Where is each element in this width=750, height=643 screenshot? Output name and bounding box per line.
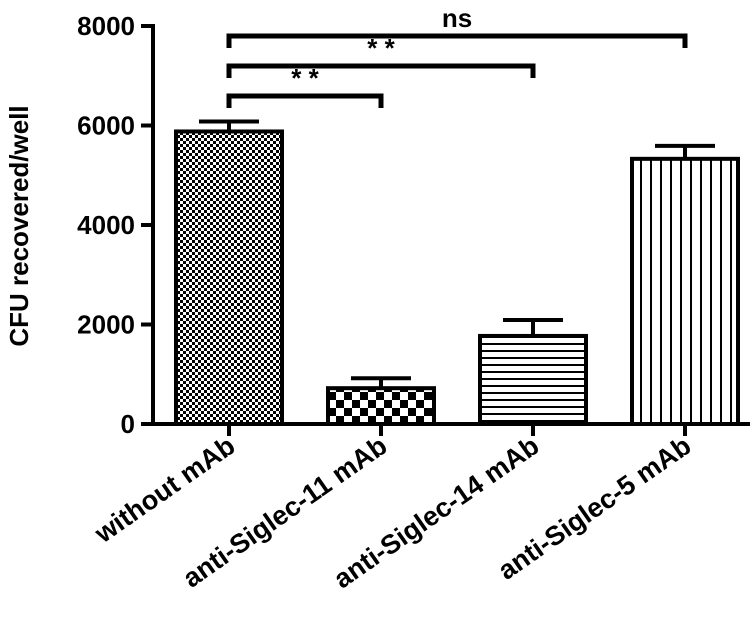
significance-bracket — [226, 93, 384, 108]
category-label: without mAb — [89, 430, 241, 549]
bar — [174, 129, 284, 426]
bar — [326, 386, 436, 426]
significance-brackets: * ** *ns — [226, 3, 688, 108]
y-tick-label: 8000 — [77, 11, 135, 41]
y-axis-title: CFU recovered/well — [4, 105, 34, 346]
y-tick-label: 6000 — [77, 111, 135, 141]
y-tick-label: 0 — [121, 409, 135, 439]
bar — [630, 156, 740, 427]
y-tick-label: 2000 — [77, 310, 135, 340]
significance-bracket — [226, 63, 536, 78]
bars — [174, 129, 740, 427]
error-bars — [199, 119, 715, 389]
x-axis-ticks — [227, 424, 687, 436]
significance-bracket — [226, 33, 688, 48]
y-tick-label: 4000 — [77, 210, 135, 240]
y-axis-ticks: 0 2000 4000 6000 8000 — [77, 11, 153, 439]
significance-label: ns — [442, 3, 472, 33]
bar — [478, 333, 588, 427]
